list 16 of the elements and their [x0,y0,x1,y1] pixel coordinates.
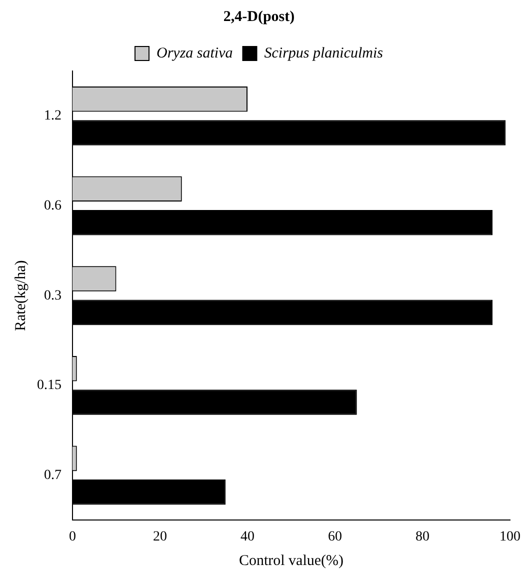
chart-title: 2,4-D(post) [223,8,295,25]
x-axis-title: Control value(%) [238,552,344,569]
legend-label: Oryza sativa [156,45,233,62]
y-tick-label: 0.6 [44,198,62,214]
y-tick-label: 1.2 [44,108,62,124]
y-tick-label: 0.15 [37,378,62,394]
x-tick-label: 20 [153,529,167,544]
legend-label: Scirpus planiculmis [264,45,384,62]
x-tick-label: 40 [240,529,254,544]
x-tick-label: 80 [416,529,430,544]
x-tick-label: 60 [328,529,342,544]
x-tick-label: 0 [69,529,76,544]
y-tick-label: 0.7 [44,468,62,483]
y-axis-title: Rate(kg/ha) [12,260,29,332]
x-tick-label: 100 [500,529,520,544]
y-tick-label: 0.3 [44,288,62,304]
